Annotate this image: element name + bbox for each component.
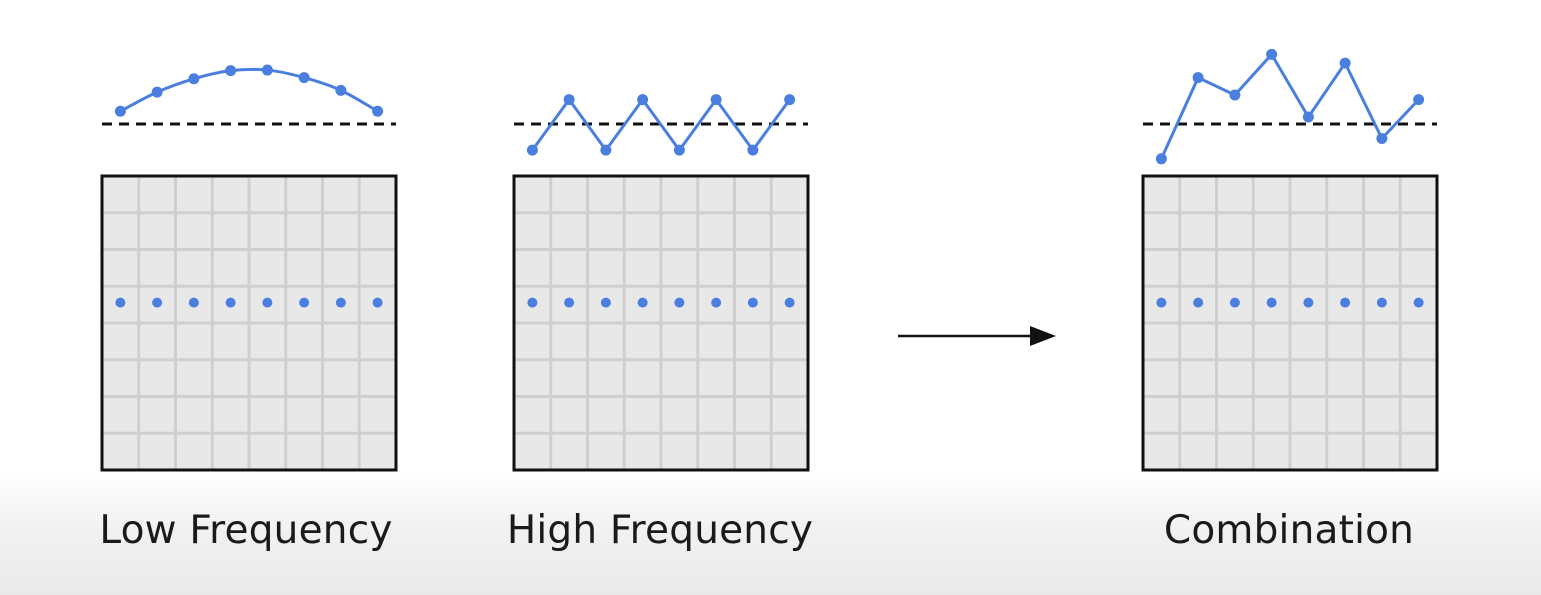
signal-point — [673, 144, 685, 156]
row-sample-dot — [747, 297, 758, 308]
row-sample-dot — [262, 297, 273, 308]
signal-point — [335, 84, 347, 96]
label-low-frequency: Low Frequency — [99, 508, 393, 553]
signal-point — [1339, 57, 1351, 69]
signal-point — [784, 94, 796, 106]
row-sample-dot — [637, 297, 648, 308]
label-combination: Combination — [1163, 508, 1415, 553]
grid-frame — [512, 174, 810, 472]
row-sample-dot — [1340, 297, 1351, 308]
row-sample-dot — [674, 297, 685, 308]
row-sample-dot — [1303, 297, 1314, 308]
label-high-frequency: High Frequency — [506, 508, 814, 553]
panel-low — [100, 64, 398, 472]
signal-point — [1376, 133, 1388, 144]
row-sample-dot — [299, 297, 310, 308]
signal-point — [526, 144, 538, 156]
signal-point — [600, 144, 612, 156]
signal-point — [563, 94, 575, 106]
row-sample-dot — [188, 297, 199, 308]
row-sample-dot — [152, 297, 163, 308]
signal-point — [151, 86, 163, 98]
signal-point — [1302, 111, 1314, 123]
transform-arrow — [898, 326, 1056, 346]
signal-point — [188, 73, 200, 85]
row-sample-dot — [711, 297, 722, 308]
row-sample-dot — [527, 297, 538, 308]
row-sample-dot — [1229, 297, 1240, 308]
row-sample-dot — [1266, 297, 1277, 308]
row-sample-dot — [600, 297, 611, 308]
row-sample-dot — [335, 297, 346, 308]
row-sample-dot — [1376, 297, 1387, 308]
signal-point — [1155, 153, 1167, 165]
signal-point — [710, 94, 722, 106]
grid-frame — [1141, 174, 1439, 472]
panel-combination — [1141, 48, 1439, 472]
row-sample-dot — [784, 297, 795, 308]
signal-line — [1160, 52, 1420, 160]
arrow-head — [1030, 326, 1056, 346]
signal-point — [747, 144, 759, 156]
signal-point — [298, 72, 310, 84]
panel-high — [512, 94, 810, 472]
signal-line — [531, 98, 791, 152]
signal-point — [1192, 72, 1204, 84]
row-sample-dot — [1193, 297, 1204, 308]
signal-point — [637, 94, 649, 106]
row-sample-dot — [225, 297, 236, 308]
signal-point — [261, 64, 273, 76]
row-sample-dot — [564, 297, 575, 308]
signal-point — [1229, 89, 1241, 101]
row-sample-dot — [115, 297, 126, 308]
signal-point — [225, 65, 237, 77]
row-sample-dot — [1413, 297, 1424, 308]
row-sample-dot — [1156, 297, 1167, 308]
signal-point — [372, 105, 384, 117]
signal-point — [114, 105, 126, 117]
row-sample-dot — [372, 297, 383, 308]
grid-frame — [100, 174, 398, 472]
signal-point — [1266, 48, 1278, 60]
panels — [100, 48, 1439, 472]
signal-point — [1413, 94, 1425, 106]
